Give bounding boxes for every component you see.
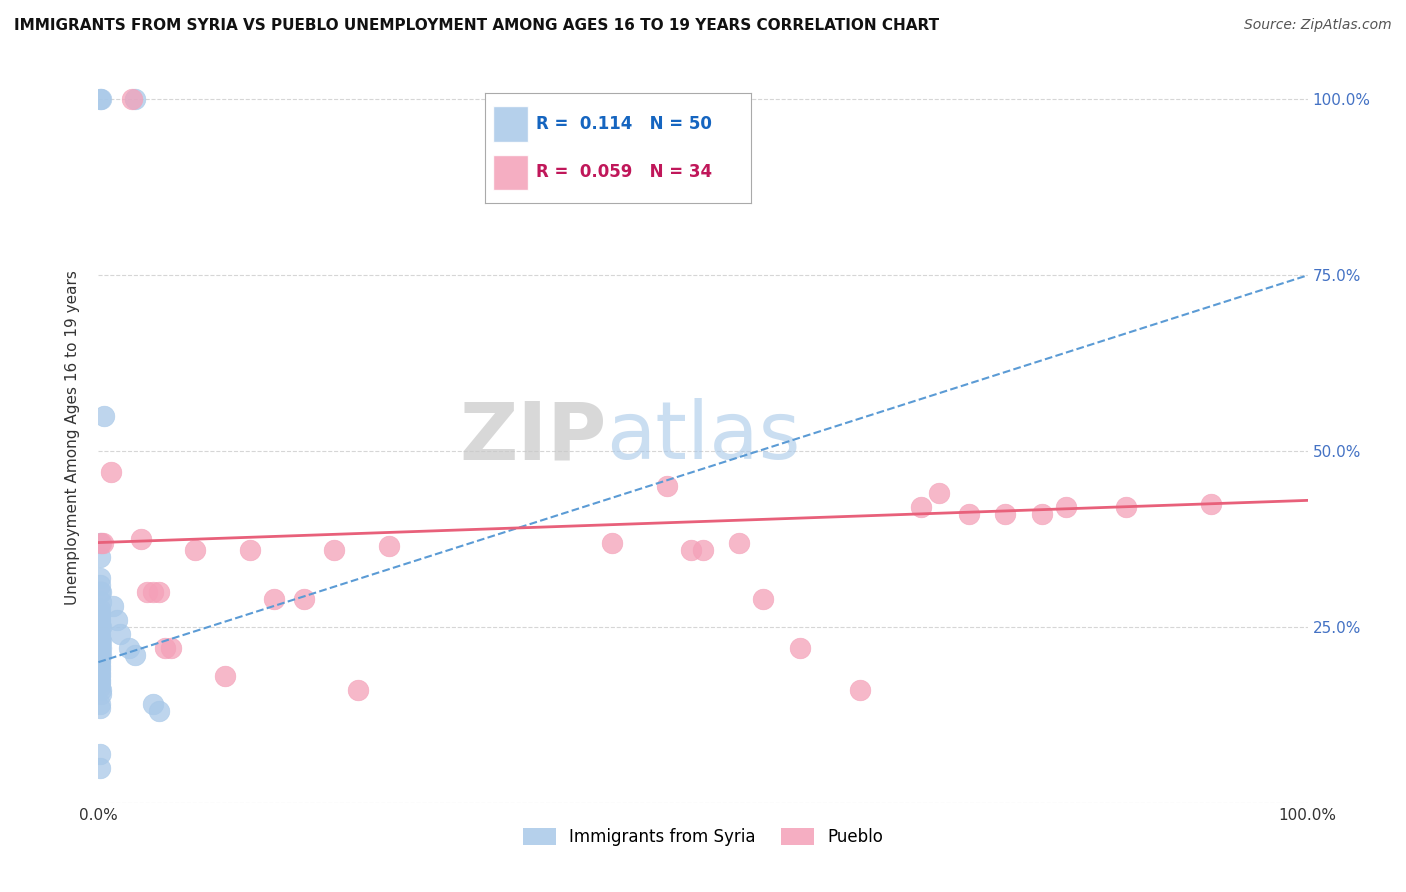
Text: atlas: atlas [606, 398, 800, 476]
Point [994, 508, 1017, 522]
Point [89, 616, 111, 631]
Point [89, 578, 111, 592]
Text: ZIP: ZIP [458, 398, 606, 476]
Point [849, 683, 872, 698]
Point [90, 595, 112, 609]
Point [89, 698, 111, 712]
Point [89, 549, 111, 564]
Point [89, 676, 111, 690]
Point [100, 465, 122, 479]
Point [214, 669, 236, 683]
Point [89, 655, 111, 669]
Point [90, 584, 112, 599]
Point [89, 634, 111, 648]
Point [89, 662, 111, 676]
Point [124, 648, 146, 662]
Point [90, 535, 112, 549]
Point [752, 591, 775, 606]
Point [1054, 500, 1077, 515]
Text: Source: ZipAtlas.com: Source: ZipAtlas.com [1244, 18, 1392, 32]
Point [89, 658, 111, 673]
Point [89, 673, 111, 687]
Point [129, 532, 152, 546]
Point [101, 599, 124, 613]
Point [1115, 500, 1137, 515]
Y-axis label: Unemployment Among Ages 16 to 19 years: Unemployment Among Ages 16 to 19 years [65, 269, 80, 605]
Point [142, 584, 165, 599]
Point [89, 644, 111, 658]
Point [90, 641, 112, 656]
Point [89, 747, 111, 761]
Point [135, 584, 157, 599]
Point [90, 620, 112, 634]
Point [679, 542, 702, 557]
Point [910, 500, 932, 515]
Point [148, 584, 170, 599]
Point [160, 641, 183, 656]
Point [239, 542, 262, 557]
Point [89, 669, 111, 683]
Point [121, 93, 143, 107]
Point [323, 542, 346, 557]
Point [89, 609, 111, 624]
Point [292, 591, 315, 606]
Legend: Immigrants from Syria, Pueblo: Immigrants from Syria, Pueblo [516, 822, 890, 853]
Point [90, 93, 112, 107]
Point [347, 683, 370, 698]
Point [89, 606, 111, 620]
Text: IMMIGRANTS FROM SYRIA VS PUEBLO UNEMPLOYMENT AMONG AGES 16 TO 19 YEARS CORRELATI: IMMIGRANTS FROM SYRIA VS PUEBLO UNEMPLOY… [14, 18, 939, 33]
Point [89, 620, 111, 634]
Point [142, 698, 165, 712]
Point [90, 648, 112, 662]
Point [928, 486, 950, 500]
Point [90, 687, 112, 701]
Point [89, 93, 111, 107]
Point [89, 641, 111, 656]
Point [89, 638, 111, 652]
Point [1031, 508, 1053, 522]
Point [124, 93, 146, 107]
Point [728, 535, 751, 549]
Point [89, 701, 111, 715]
Point [89, 535, 111, 549]
Point [602, 535, 624, 549]
Point [105, 613, 128, 627]
Point [184, 542, 207, 557]
Point [90, 634, 112, 648]
Point [89, 584, 111, 599]
Point [263, 591, 285, 606]
Point [89, 680, 111, 694]
Point [655, 479, 678, 493]
Point [90, 683, 112, 698]
Point [89, 665, 111, 680]
Point [89, 613, 111, 627]
Point [89, 648, 111, 662]
Point [1199, 497, 1222, 511]
Point [148, 705, 170, 719]
Point [89, 602, 111, 616]
Point [89, 571, 111, 585]
Point [789, 641, 811, 656]
Point [89, 631, 111, 645]
Point [89, 651, 111, 665]
Point [89, 761, 111, 775]
Point [108, 627, 131, 641]
Point [377, 539, 399, 553]
Point [93, 409, 115, 423]
Point [118, 641, 141, 656]
Point [153, 641, 176, 656]
Point [692, 542, 714, 557]
Point [957, 508, 980, 522]
Point [91, 535, 114, 549]
Point [89, 627, 111, 641]
